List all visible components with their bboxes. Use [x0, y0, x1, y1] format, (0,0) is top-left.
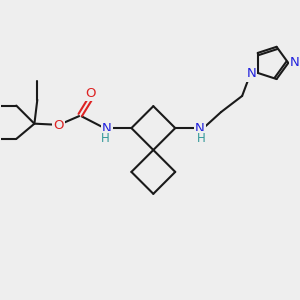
Text: O: O — [85, 86, 96, 100]
Text: N: N — [245, 68, 255, 80]
Text: N: N — [290, 56, 300, 69]
Text: O: O — [53, 119, 64, 132]
Text: N: N — [195, 122, 205, 135]
Text: H: H — [101, 132, 110, 145]
Text: N: N — [102, 122, 111, 135]
Text: N: N — [246, 67, 256, 80]
Text: H: H — [196, 132, 205, 145]
